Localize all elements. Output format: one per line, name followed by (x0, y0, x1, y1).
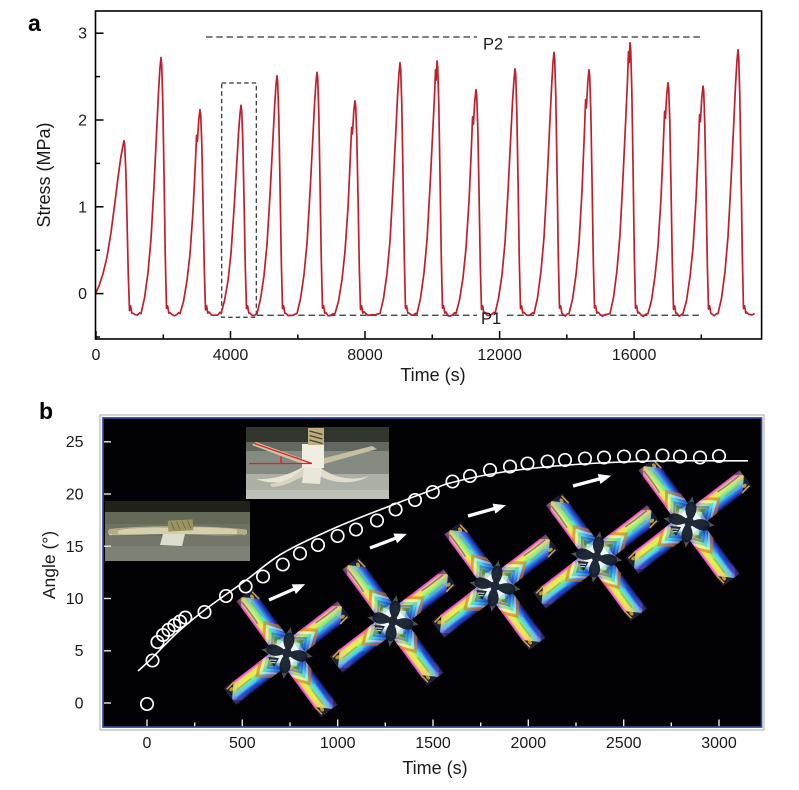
svg-text:Time (s): Time (s) (400, 365, 465, 385)
svg-text:a: a (28, 10, 41, 36)
svg-text:20: 20 (66, 487, 84, 504)
svg-text:0: 0 (92, 347, 101, 364)
svg-text:15: 15 (66, 539, 84, 556)
svg-text:1: 1 (78, 199, 87, 216)
svg-text:2500: 2500 (606, 735, 642, 752)
svg-text:3: 3 (78, 26, 87, 43)
svg-text:2: 2 (78, 113, 87, 130)
svg-text:2000: 2000 (511, 735, 547, 752)
svg-text:Stress (MPa): Stress (MPa) (34, 122, 54, 227)
svg-text:1000: 1000 (320, 735, 356, 752)
svg-text:P1: P1 (481, 310, 501, 328)
svg-text:1500: 1500 (415, 735, 451, 752)
svg-text:P2: P2 (483, 36, 503, 54)
svg-text:500: 500 (229, 735, 256, 752)
svg-text:3000: 3000 (701, 735, 737, 752)
svg-text:25: 25 (66, 434, 84, 451)
svg-text:b: b (39, 398, 53, 424)
svg-text:Angle (°): Angle (°) (39, 531, 59, 599)
svg-text:0: 0 (78, 286, 87, 303)
svg-text:16000: 16000 (612, 347, 657, 364)
svg-text:0: 0 (143, 735, 152, 752)
svg-text:12000: 12000 (477, 347, 522, 364)
svg-text:0: 0 (75, 696, 84, 713)
svg-text:10: 10 (66, 591, 84, 608)
svg-text:8000: 8000 (347, 347, 383, 364)
svg-text:Time (s): Time (s) (402, 758, 467, 778)
svg-text:4000: 4000 (213, 347, 249, 364)
svg-text:5: 5 (75, 643, 84, 660)
